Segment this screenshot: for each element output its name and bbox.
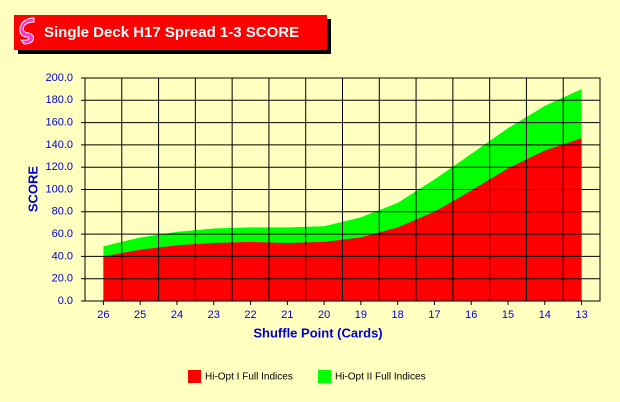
x-tick-label: 20 xyxy=(318,309,330,321)
x-tick-label: 19 xyxy=(355,309,367,321)
area xyxy=(103,138,582,301)
y-tick-label: 80.0 xyxy=(52,206,73,218)
title-icon xyxy=(19,17,35,45)
plot: 0.0 20.0 40.0 60.0 80.0 100.0 120.0 140.0 160.0 1… xyxy=(45,72,601,321)
legend-item: Hi-Opt I Full Indices xyxy=(188,370,293,383)
y-tick-label: 140.0 xyxy=(45,139,73,151)
legend-swatch xyxy=(318,370,331,383)
x-tick-label: 16 xyxy=(465,309,477,321)
title-box xyxy=(14,15,327,50)
x-tick-label: 22 xyxy=(244,309,256,321)
x-tick-label: 21 xyxy=(281,309,293,321)
legend-swatch xyxy=(188,370,201,383)
y-axis-label: SCORE xyxy=(25,166,40,213)
legend-label: Hi-Opt I Full Indices xyxy=(205,372,293,383)
y-tick-label: 60.0 xyxy=(52,228,73,240)
y-tick-label: 180.0 xyxy=(45,94,73,106)
y-tick-label: 0.0 xyxy=(58,295,73,307)
y-tick-label: 160.0 xyxy=(45,117,73,129)
x-tick-label: 13 xyxy=(575,309,587,321)
y-tick-label: 120.0 xyxy=(45,161,73,173)
x-axis-label: Shuffle Point (Cards) xyxy=(253,325,382,340)
chart-title: Single Deck H17 Spread 1-3 SCORE xyxy=(44,24,299,41)
legend-label: Hi-Opt II Full Indices xyxy=(335,372,426,383)
x-tick-label: 26 xyxy=(97,309,109,321)
y-tick-label: 40.0 xyxy=(52,250,73,262)
y-tick-label: 200.0 xyxy=(45,72,73,84)
legend-item: Hi-Opt II Full Indices xyxy=(318,370,426,383)
x-tick-label: 15 xyxy=(502,309,514,321)
y-tick-label: 20.0 xyxy=(52,273,73,285)
x-tick-label: 18 xyxy=(392,309,404,321)
y-tick-label: 100.0 xyxy=(45,183,73,195)
x-tick-label: 17 xyxy=(428,309,440,321)
x-tick-label: 25 xyxy=(134,309,146,321)
x-tick-label: 23 xyxy=(208,309,220,321)
x-tick-label: 24 xyxy=(171,309,183,321)
x-tick-label: 14 xyxy=(539,309,551,321)
